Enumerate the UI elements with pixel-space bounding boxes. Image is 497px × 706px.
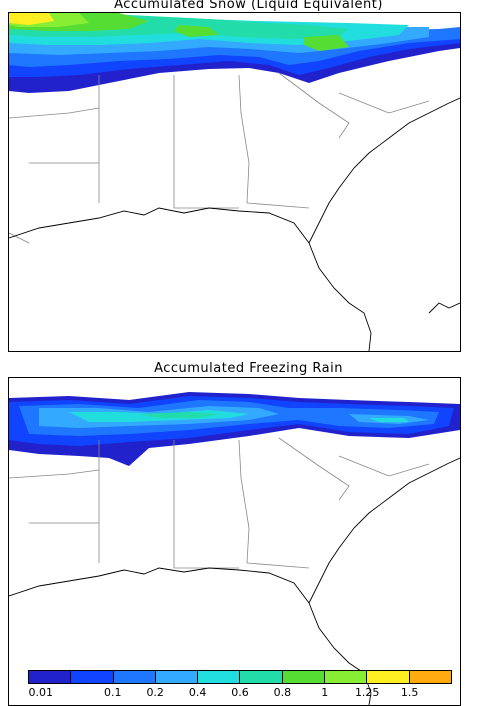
legend-label: 0.2	[146, 686, 164, 699]
state-boundaries-2	[9, 437, 430, 569]
legend-label: 0.8	[273, 686, 292, 699]
legend-swatch	[240, 671, 283, 683]
legend-swatch	[71, 671, 114, 683]
snow-band-1.5	[9, 13, 54, 25]
snow-band-1	[9, 13, 349, 51]
coastline-2	[9, 457, 460, 705]
legend-color-bar	[28, 670, 452, 684]
legend-label: 1	[321, 686, 329, 699]
legend-swatch	[155, 671, 199, 683]
legend-swatch	[367, 671, 410, 683]
legend-swatch	[282, 671, 326, 683]
legend-swatch	[409, 671, 451, 683]
rain-band-0.6	[69, 410, 409, 422]
rain-band-0.8	[139, 412, 219, 418]
legend-swatch	[113, 671, 156, 683]
legend-label: 0.1	[104, 686, 122, 699]
freezing-rain-map-svg	[9, 392, 460, 705]
coastline	[9, 97, 460, 351]
freezing-rain-panel-title: Accumulated Freezing Rain	[154, 361, 343, 376]
snow-accumulation-bands	[9, 13, 460, 93]
legend-label: 1.5	[400, 686, 419, 699]
color-legend: 0.01 0.1 0.2 0.4 0.6 0.8 1 1.25 1.5	[28, 670, 452, 700]
state-boundaries	[9, 72, 430, 244]
legend-label: 1.25	[354, 686, 380, 699]
legend-label: 0.6	[231, 686, 249, 699]
legend-swatch	[29, 671, 72, 683]
freezing-rain-accumulation-bands	[9, 392, 460, 466]
legend-label: 0.01	[28, 686, 53, 699]
snow-map-svg	[9, 13, 460, 351]
freezing-rain-map	[8, 377, 461, 706]
snow-panel-title: Accumulated Snow (Liquid Equivalent)	[114, 0, 383, 12]
legend-swatch	[325, 671, 368, 683]
snow-map	[8, 12, 461, 352]
legend-labels: 0.01 0.1 0.2 0.4 0.6 0.8 1 1.25 1.5	[28, 684, 452, 700]
legend-label: 0.4	[188, 686, 207, 699]
legend-swatch	[198, 671, 241, 683]
